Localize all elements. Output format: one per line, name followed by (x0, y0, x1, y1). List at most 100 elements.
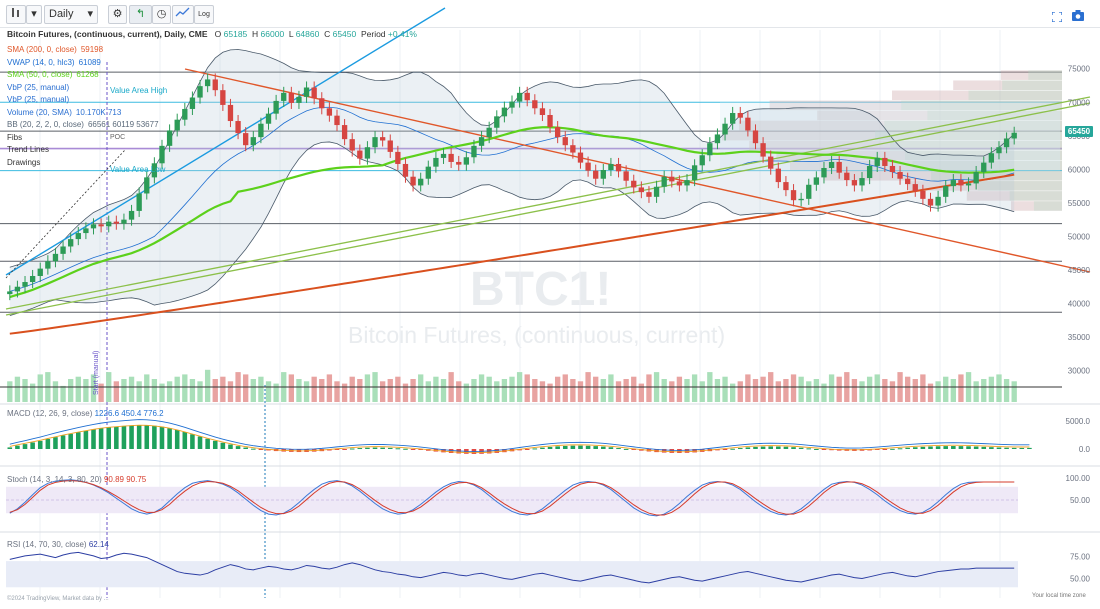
price-tick-label: 70000 (1068, 98, 1091, 107)
candle-body (212, 79, 218, 91)
candle-body (37, 268, 43, 276)
candle-body (927, 198, 934, 206)
rsi-band (6, 561, 1018, 588)
volume-bar (570, 379, 576, 402)
macd-histogram-bar (532, 448, 538, 450)
candle-body (52, 253, 59, 262)
candle-body (988, 153, 995, 163)
compare-icon[interactable] (172, 5, 194, 24)
dropdown-caret-icon[interactable]: ▾ (26, 5, 42, 24)
price-tick-label: 50000 (1068, 232, 1091, 241)
macd-histogram-bar (22, 444, 28, 449)
macd-histogram-bar (114, 426, 119, 449)
volume-bar (265, 381, 272, 402)
legend-label: VWAP (14, 0, hlc3) (7, 57, 75, 67)
high-label: H (252, 29, 259, 39)
high-value: 66000 (260, 29, 285, 39)
volume-profile-bin (966, 191, 1062, 201)
volume-profile-bin (953, 80, 1062, 91)
legend-row[interactable]: SMA (50, 0, close) 61268 (7, 70, 103, 79)
sma-200-line (9, 173, 1015, 335)
rsi-values: 62.14 (88, 540, 109, 549)
macd-histogram-bar (578, 445, 583, 449)
volume-bar (121, 379, 127, 402)
candle-body (699, 155, 705, 166)
macd-histogram-bar (684, 449, 690, 453)
candle-body (684, 180, 690, 186)
candle-body (691, 165, 698, 181)
legend-row[interactable]: Volume (20, SMA) 10.170K 713 (7, 108, 125, 117)
legend-label: VbP (25, manual) (7, 82, 70, 92)
volume-bar (387, 379, 393, 402)
trend-line-dashed (5, 149, 126, 279)
macd-histogram-bar (874, 449, 880, 450)
volume-bar (128, 376, 135, 402)
price-axis: 7500070000650006000055000500004500040000… (1066, 65, 1091, 584)
macd-histogram-bar (30, 442, 35, 449)
volume-bar (554, 376, 561, 402)
settings-gear-icon[interactable]: ⚙ (108, 5, 127, 24)
volume-profile-bin (1011, 201, 1062, 211)
candle-body (981, 162, 987, 173)
volume-bar (615, 381, 622, 402)
volume-bar (227, 381, 234, 402)
legend-row[interactable]: VbP (25, manual) (7, 95, 77, 104)
macd-histogram-bar (783, 446, 789, 449)
price-tick-label: 75000 (1068, 65, 1091, 74)
macd-histogram-bar (745, 447, 751, 449)
macd-histogram-bar (973, 446, 979, 449)
legend-row[interactable]: Fibs (7, 133, 30, 142)
volume-bar (357, 379, 363, 402)
volume-bar (75, 376, 81, 402)
macd-histogram-bar (570, 445, 576, 449)
macd-histogram-bar (760, 446, 766, 449)
volume-bar (623, 379, 629, 402)
macd-histogram-bar (814, 449, 819, 450)
candle-body (775, 168, 781, 183)
volume-bar (166, 381, 173, 402)
legend-row[interactable]: BB (20, 2, 2, 0, close) 66561 60119 53677 (7, 120, 163, 129)
legend-row[interactable]: VbP (25, manual) (7, 83, 77, 92)
price-tick-label: 55000 (1068, 199, 1091, 208)
volume-bar (646, 374, 652, 402)
candle-body (45, 261, 51, 269)
legend-value: 61268 (76, 70, 99, 79)
legend-label: Trend Lines (7, 145, 49, 154)
volume-bar (996, 374, 1002, 402)
candle-body (661, 176, 667, 187)
volume-bar (14, 376, 21, 402)
interval-select[interactable]: Daily ▾ (44, 5, 98, 24)
macd-histogram-bar (403, 448, 408, 450)
volume-bar (905, 376, 911, 402)
volume-bar (973, 381, 979, 402)
copyright-text: ©2024 TradingView, Market data by ... (7, 596, 109, 602)
legend-row[interactable]: Trend Lines (7, 145, 57, 154)
candle-body (1011, 132, 1017, 139)
volume-bar (691, 374, 698, 402)
macd-line (9, 419, 1030, 452)
undo-icon[interactable]: ↰ (129, 5, 152, 24)
macd-histogram-bar (129, 425, 134, 449)
volume-profile-bin-up (875, 130, 1062, 141)
volume-bar (851, 379, 858, 402)
legend-row[interactable]: SMA (200, 0, close) 59198 (7, 45, 107, 54)
local-time-label[interactable]: Your local time zone (1032, 593, 1086, 599)
macd-histogram-bar (334, 449, 340, 450)
macd-histogram-bar (228, 444, 233, 449)
macd-histogram-bar (387, 447, 393, 449)
log-scale-button[interactable]: Log (194, 5, 214, 24)
macd-histogram-bar (53, 437, 58, 449)
macd-histogram-bar (730, 448, 735, 450)
volume-bar (828, 374, 835, 402)
bars-style-icon[interactable] (6, 5, 26, 24)
volume-bar (539, 381, 546, 402)
chart-header: Bitcoin Futures, (continuous, current), … (7, 29, 417, 39)
clock-icon[interactable]: ◷ (152, 5, 171, 24)
macd-histogram-bar (821, 449, 827, 450)
camera-icon[interactable] (1072, 8, 1084, 21)
legend-row[interactable]: Drawings (7, 158, 48, 167)
legend-row[interactable]: VWAP (14, 0, hlc3) 61089 (7, 58, 105, 67)
stoch-tick-label: 100.00 (1066, 474, 1091, 483)
candle-body (950, 180, 956, 187)
